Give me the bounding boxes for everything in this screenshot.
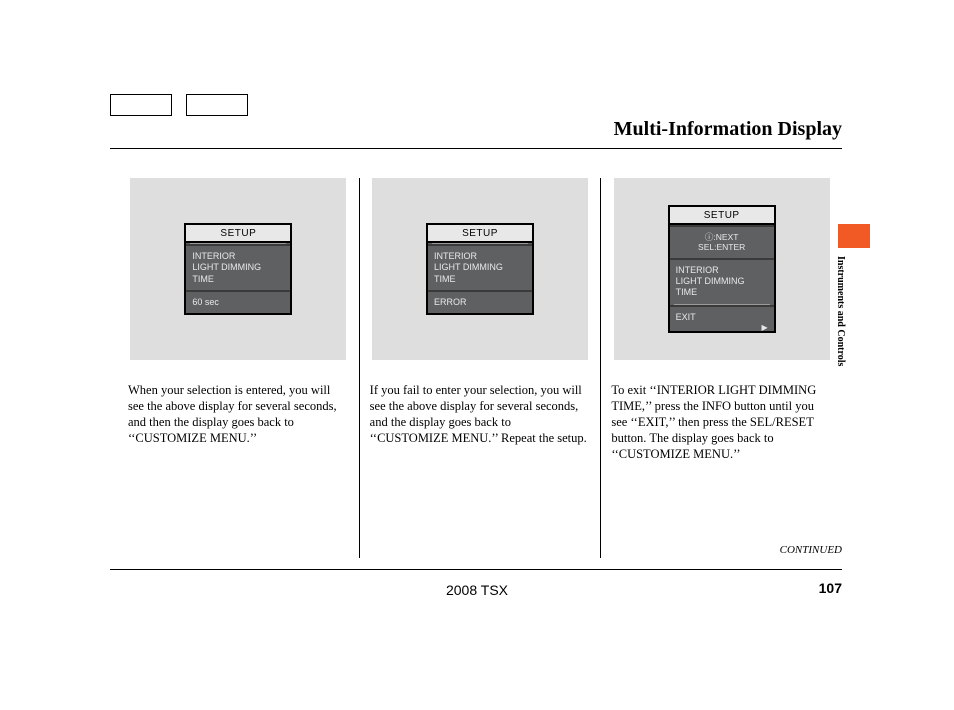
footer-rule (110, 569, 842, 570)
mid-cursor-icon: ▶ (670, 325, 774, 331)
side-section-label: Instruments and Controls (846, 256, 862, 426)
mid-section: EXIT (670, 305, 774, 325)
mid-screen: SETUP INTERIOR LIGHT DIMMING TIME ERROR (426, 223, 534, 315)
page-heading: Multi-Information Display (614, 118, 842, 141)
mid-hint-line: ⓘ:NEXT (676, 232, 768, 243)
mid-line: LIGHT DIMMING (676, 276, 768, 287)
footer-model: 2008 TSX (0, 582, 954, 598)
mid-screen: SETUP INTERIOR LIGHT DIMMING TIME 60 sec (184, 223, 292, 315)
column: SETUP INTERIOR LIGHT DIMMING TIME ERROR … (359, 178, 601, 558)
mid-line: LIGHT DIMMING (192, 262, 284, 273)
mid-header: SETUP (428, 225, 532, 243)
mid-figure: SETUP INTERIOR LIGHT DIMMING TIME 60 sec (130, 178, 346, 360)
mid-header: SETUP (670, 207, 774, 225)
top-bracket-boxes (110, 94, 248, 116)
mid-line: LIGHT DIMMING (434, 262, 526, 273)
mid-section: ERROR (428, 290, 532, 313)
mid-line: TIME (434, 274, 526, 285)
mid-screen: SETUP ⓘ:NEXT SEL:ENTER INTERIOR LIGHT DI… (668, 205, 776, 334)
mid-line: ERROR (434, 297, 526, 308)
bracket-box (186, 94, 248, 116)
column-caption: To exit ‘‘INTERIOR LIGHT DIMMING TIME,’’… (611, 382, 832, 462)
column: SETUP ⓘ:NEXT SEL:ENTER INTERIOR LIGHT DI… (600, 178, 842, 558)
continued-label: CONTINUED (780, 544, 842, 556)
mid-section: INTERIOR LIGHT DIMMING TIME (186, 244, 290, 290)
mid-line: INTERIOR (676, 265, 768, 276)
mid-figure: SETUP ⓘ:NEXT SEL:ENTER INTERIOR LIGHT DI… (614, 178, 830, 360)
mid-line: 60 sec (192, 297, 284, 308)
content-columns: SETUP INTERIOR LIGHT DIMMING TIME 60 sec… (118, 178, 842, 558)
mid-section: 60 sec (186, 290, 290, 313)
page-number: 107 (819, 580, 842, 596)
mid-section: INTERIOR LIGHT DIMMING TIME (428, 244, 532, 290)
bracket-box (110, 94, 172, 116)
mid-hint-line: SEL:ENTER (676, 242, 768, 253)
mid-line: EXIT (676, 312, 768, 323)
manual-page: Multi-Information Display Instruments an… (0, 0, 954, 710)
column-caption: If you fail to enter your selection, you… (370, 382, 591, 446)
mid-line: INTERIOR (192, 251, 284, 262)
mid-line: TIME (192, 274, 284, 285)
column-caption: When your selection is entered, you will… (128, 382, 349, 446)
mid-line: INTERIOR (434, 251, 526, 262)
mid-line: TIME (676, 287, 768, 298)
mid-section: INTERIOR LIGHT DIMMING TIME (670, 258, 774, 304)
heading-rule (110, 148, 842, 149)
mid-figure: SETUP INTERIOR LIGHT DIMMING TIME ERROR (372, 178, 588, 360)
column: SETUP INTERIOR LIGHT DIMMING TIME 60 sec… (118, 178, 359, 558)
mid-header: SETUP (186, 225, 290, 243)
section-tab (838, 224, 870, 248)
mid-hint: ⓘ:NEXT SEL:ENTER (670, 225, 774, 258)
